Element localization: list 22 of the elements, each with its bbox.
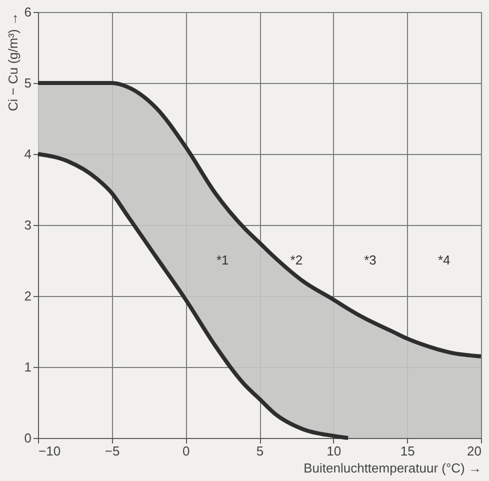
line-series xyxy=(36,81,483,358)
y-tick-label: 5 xyxy=(24,76,32,90)
y-tick-label: 0 xyxy=(24,430,32,446)
x-tick-label: −5 xyxy=(104,444,120,458)
y-tick-label: 2 xyxy=(24,288,32,304)
annotation: *4 xyxy=(438,252,450,268)
x-tick-label: 0 xyxy=(182,444,190,458)
x-tick-label: 5 xyxy=(256,444,264,458)
x-axis-title: Buitenluchttemperatuur (°C) → xyxy=(304,460,482,476)
y-tick-label: 3 xyxy=(24,218,32,232)
y-tick-label: 4 xyxy=(24,146,32,162)
annotation: *2 xyxy=(290,252,303,268)
y-tick-label: 1 xyxy=(24,360,32,374)
y-axis-title: Ci − Cu (g/m³) → xyxy=(5,12,20,112)
annotation: *1 xyxy=(216,252,229,268)
x-tick-label: 10 xyxy=(326,444,342,458)
x-tick-label: 15 xyxy=(400,444,415,458)
y-tick-label: 6 xyxy=(24,4,32,20)
x-tick-label: −10 xyxy=(38,444,61,458)
x-tick-label: 20 xyxy=(467,444,482,458)
line-series xyxy=(36,152,350,440)
annotation: *3 xyxy=(364,252,376,268)
